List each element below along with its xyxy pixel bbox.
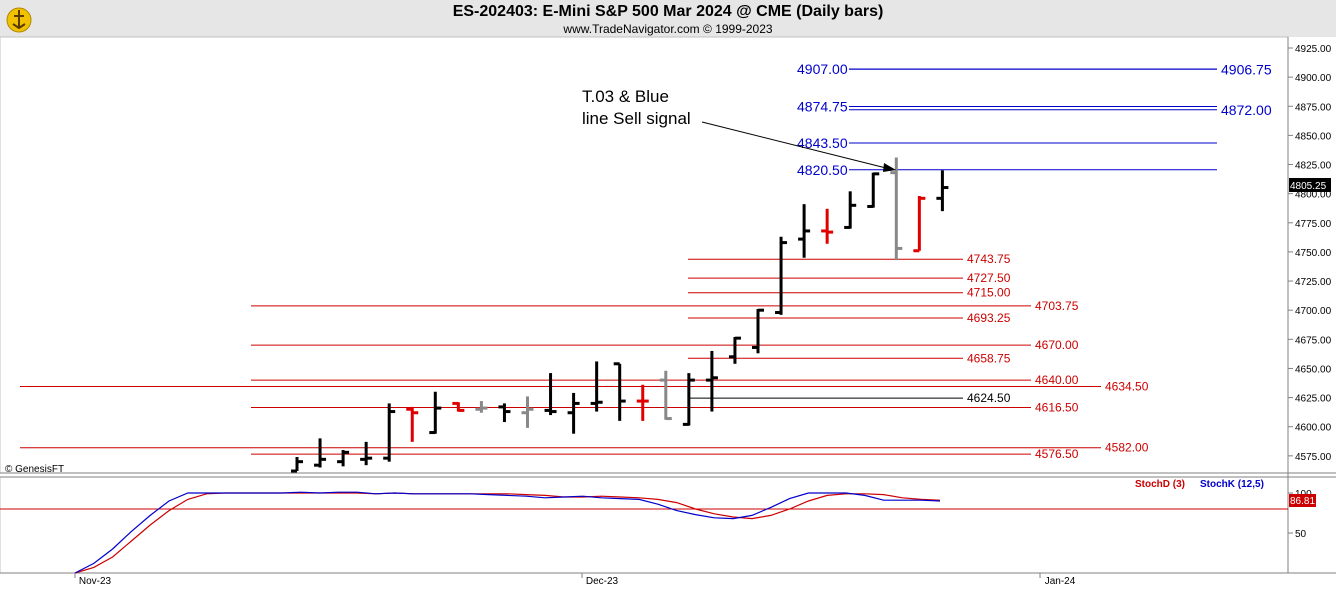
chart-subtitle: www.TradeNavigator.com © 1999-2023 (563, 22, 773, 36)
price-tick-label: 4900.00 (1295, 73, 1332, 84)
time-tick-label: Dec-23 (586, 576, 619, 587)
level-label: 4634.50 (1105, 380, 1149, 394)
stoch-last-tag (1289, 494, 1316, 507)
price-tick-label: 4650.00 (1295, 364, 1332, 375)
stoch-pane-frame (0, 476, 1289, 574)
level-label: 4906.75 (1221, 61, 1272, 77)
level-label: 4658.75 (967, 351, 1011, 365)
level-label: 4670.00 (1035, 338, 1079, 352)
price-tick-label: 4700.00 (1295, 306, 1332, 317)
last-price-label: 4805.25 (1290, 181, 1327, 192)
level-label: 4715.00 (967, 286, 1011, 300)
ohlc-bars-layer (291, 157, 949, 473)
level-label: 4582.00 (1105, 441, 1149, 455)
annotation-line-1: T.03 & Blue (582, 87, 669, 106)
price-tick-label: 4625.00 (1295, 394, 1332, 405)
level-label: 4616.50 (1035, 400, 1079, 414)
price-tick-label: 4600.00 (1295, 423, 1332, 434)
price-tick-label: 4575.00 (1295, 452, 1332, 463)
level-label: 4576.50 (1035, 447, 1079, 461)
price-tick-label: 4725.00 (1295, 277, 1332, 288)
annotation-arrow (701, 121, 887, 169)
annotation-line-2: line Sell signal (582, 109, 691, 128)
level-label: 4874.75 (797, 99, 848, 115)
level-label: 4907.00 (797, 61, 848, 77)
level-label: 4640.00 (1035, 373, 1079, 387)
level-label: 4624.50 (967, 391, 1011, 405)
trade-navigator-logo-icon (6, 7, 32, 33)
time-tick-label: Jan-24 (1045, 576, 1076, 587)
price-tick-label: 4775.00 (1295, 219, 1332, 230)
time-axis-labels: Nov-23 Dec-23 Jan-24 (74, 573, 1076, 587)
level-label: 4743.75 (967, 252, 1011, 266)
legend-stochd: StochD (3) (1135, 479, 1185, 490)
stoch-series-line (74, 492, 941, 574)
level-label: 4727.50 (967, 271, 1011, 285)
chart-header: ES-202403: E-Mini S&P 500 Mar 2024 @ CME… (0, 0, 1336, 37)
chart-title: ES-202403: E-Mini S&P 500 Mar 2024 @ CME… (452, 3, 884, 20)
level-label: 4820.50 (797, 162, 848, 178)
watermark: © GenesisFT (5, 464, 64, 475)
stoch-tick-label: 50 (1295, 529, 1307, 540)
level-label: 4703.75 (1035, 299, 1079, 313)
price-tick-label: 4800.00 (1295, 190, 1332, 201)
price-tick-label: 4850.00 (1295, 131, 1332, 142)
price-axis-ticks: 4575.00 4600.00 4625.00 4650.00 4675.00 4700.… (1288, 44, 1332, 463)
price-tick-label: 4750.00 (1295, 248, 1332, 259)
legend-stochk: StochK (12,5) (1200, 479, 1264, 490)
level-label: 4843.50 (797, 135, 848, 151)
stoch-series-line (74, 491, 941, 574)
level-label: 4872.00 (1221, 102, 1272, 118)
levels-layer: 4907.00 4906.75 4874.75 4872.00 4843.50 4820.… (20, 61, 1272, 461)
price-tick-label: 4675.00 (1295, 335, 1332, 346)
price-tick-label: 4825.00 (1295, 161, 1332, 172)
price-tick-label: 4875.00 (1295, 102, 1332, 113)
annotation-arrowhead (883, 163, 896, 172)
price-tick-label: 4925.00 (1295, 44, 1332, 55)
stoch-last-label: 86.81 (1290, 496, 1315, 507)
stochastic-layer: 50100 (0, 489, 1312, 574)
level-label: 4693.25 (967, 311, 1011, 325)
time-tick-label: Nov-23 (79, 576, 112, 587)
last-price-tag (1289, 178, 1331, 192)
